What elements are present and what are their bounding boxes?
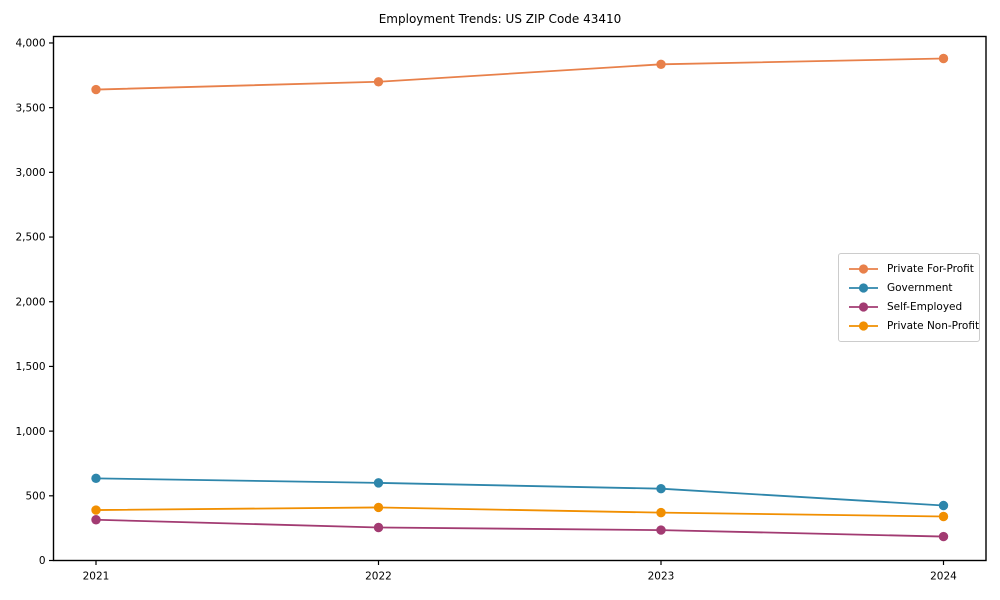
data-point-marker (656, 59, 666, 70)
series-line-self-employed (95, 518, 944, 538)
legend-sample-dot (858, 302, 869, 312)
legend-entry: Private Non-Profit (848, 320, 979, 332)
legend-sample-dot (858, 283, 869, 293)
data-point-marker (373, 77, 384, 87)
series-line-private-for-profit (95, 57, 944, 91)
legend: Private For-Profit Government Self-Employe… (838, 253, 980, 342)
y-axis-tick-label: 4,000 (15, 38, 45, 50)
data-point-marker (656, 507, 666, 518)
data-point-marker (91, 473, 101, 484)
y-axis-tick-label: 0 (39, 555, 46, 567)
x-axis-tick-label: 2024 (930, 571, 957, 583)
series-line-private-non-profit (95, 506, 944, 518)
legend-line-marker-icon (849, 321, 878, 331)
y-axis-tick-label: 1,000 (15, 426, 45, 438)
x-axis-tick-label: 2023 (648, 571, 675, 583)
chart-title: Employment Trends: US ZIP Code 43410 (378, 12, 622, 26)
legend-sample-dot (858, 321, 869, 331)
data-point-marker (938, 53, 949, 64)
data-point-marker (656, 483, 666, 494)
legend-entry: Government (848, 282, 970, 294)
legend-line-marker-icon (849, 283, 878, 293)
legend-label: Self-Employed (887, 300, 963, 313)
y-axis-tick-label: 500 (25, 491, 45, 503)
y-axis-tick-label: 2,500 (15, 232, 45, 244)
legend-label: Private For-Profit (887, 263, 974, 276)
legend-label: Government (887, 282, 953, 295)
legend-line-marker-icon (849, 302, 878, 312)
legend-line-marker-icon (849, 264, 878, 274)
data-point-marker (91, 505, 101, 515)
data-point-marker (373, 502, 384, 513)
data-point-marker (938, 511, 949, 522)
x-axis-tick-label: 2022 (365, 571, 392, 583)
data-point-marker (656, 525, 666, 535)
data-point-marker (373, 478, 384, 488)
legend-label: Private Non-Profit (887, 319, 980, 332)
data-point-marker (938, 531, 949, 542)
y-axis-tick-label: 3,500 (15, 102, 45, 114)
y-axis-tick-label: 3,000 (15, 167, 45, 179)
y-axis-tick-label: 1,500 (15, 361, 45, 373)
y-axis-tick-label: 2,000 (15, 296, 45, 308)
data-point-marker (91, 84, 101, 95)
data-point-marker (373, 522, 384, 533)
data-point-marker (938, 500, 949, 511)
plot-border (52, 35, 987, 562)
legend-entry: Self-Employed (848, 301, 970, 313)
legend-entry: Private For-Profit (848, 263, 974, 275)
data-point-marker (91, 515, 101, 525)
x-axis-tick-label: 2021 (83, 571, 110, 583)
legend-sample-dot (858, 264, 869, 274)
series-line-government (95, 477, 944, 507)
